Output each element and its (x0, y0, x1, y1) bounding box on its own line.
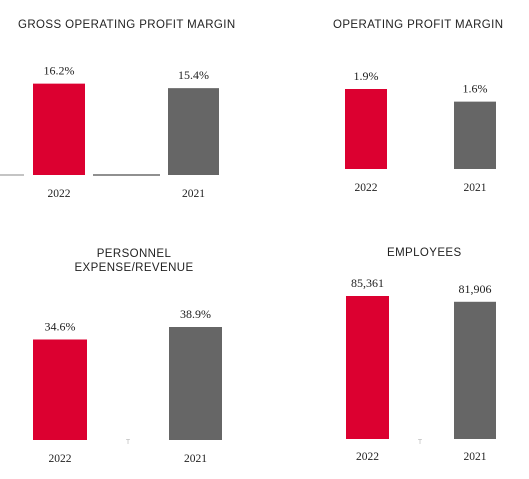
chart-3-bar-2021 (169, 327, 222, 440)
chart-2-bar-2021 (454, 101, 496, 169)
chart-2-title: OPERATING PROFIT MARGIN (333, 19, 504, 31)
chart-2-category-label-2021: 2021 (464, 182, 487, 194)
chart-3-title: PERSONNEL EXPENSE/REVENUE (46, 247, 222, 275)
chart-4-category-label-2022: 2022 (356, 451, 379, 463)
chart-3: T 34.6% 2022 38.9% 2021 (33, 307, 222, 465)
chart-3-bar-2022 (33, 339, 87, 440)
chart-3-title-line-2: EXPENSE/REVENUE (74, 262, 194, 274)
chart-3-category-label-2021: 2021 (184, 453, 207, 465)
chart-4: T 85,361 2022 81,906 2021 (346, 276, 496, 463)
chart-1-bar-2022 (33, 83, 85, 175)
chart-4-value-label-2022: 85,361 (351, 276, 384, 290)
chart-2-category-label-2022: 2022 (355, 182, 378, 194)
chart-3-value-label-2021: 38.9% (180, 307, 211, 321)
chart-2: 1.9% 2022 1.6% 2021 (345, 69, 496, 194)
chart-4-tick-mark: T (418, 439, 423, 446)
chart-1-title: GROSS OPERATING PROFIT MARGIN (18, 19, 236, 31)
chart-3-tick-mark: T (126, 439, 131, 446)
chart-2-value-label-2021: 1.6% (463, 82, 488, 96)
chart-1-category-label-2021: 2021 (182, 188, 205, 200)
chart-4-value-label-2021: 81,906 (459, 282, 492, 296)
chart-1-category-label-2022: 2022 (48, 188, 71, 200)
chart-3-value-label-2022: 34.6% (45, 319, 76, 333)
chart-3-category-label-2022: 2022 (49, 453, 72, 465)
chart-1-value-label-2021: 15.4% (178, 68, 209, 82)
chart-4-category-label-2021: 2021 (464, 451, 487, 463)
chart-1-bar-2021 (168, 88, 219, 175)
chart-2-bar-2022 (345, 89, 387, 169)
chart-4-bar-2022 (346, 296, 389, 439)
chart-4-bar-2021 (454, 301, 496, 439)
chart-2-value-label-2022: 1.9% (354, 69, 379, 83)
chart-3-title-line-1: PERSONNEL (96, 248, 172, 260)
chart-1-value-label-2022: 16.2% (44, 64, 75, 78)
chart-4-title: EMPLOYEES (387, 247, 462, 259)
chart-1: 16.2% 2022 15.4% 2021 (0, 64, 219, 200)
